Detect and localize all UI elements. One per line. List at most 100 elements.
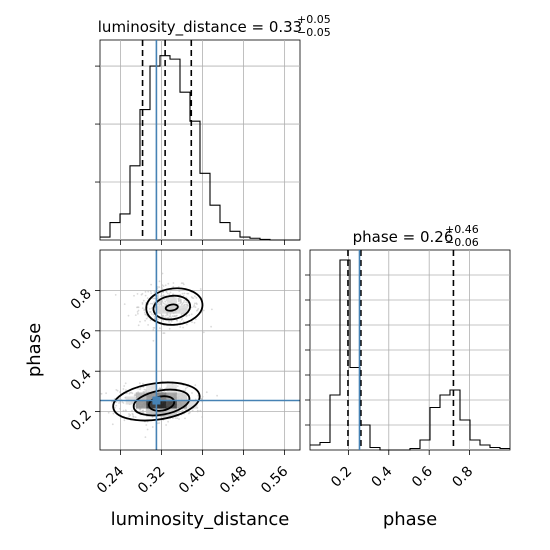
sample-point	[176, 417, 179, 420]
sample-point	[200, 398, 203, 401]
sample-point	[172, 417, 174, 420]
sample-point	[161, 284, 164, 286]
tick-label-luminosity-distance: 0.24	[94, 463, 127, 496]
histogram-step-phase	[310, 259, 510, 451]
sample-point	[119, 391, 121, 393]
contour-level	[132, 388, 191, 417]
sample-point	[186, 292, 189, 295]
tick-label-phase-x: 0.8	[449, 464, 476, 491]
tick-label-phase-x: 0.2	[328, 464, 355, 491]
sample-point	[153, 301, 156, 303]
sample-point	[141, 307, 144, 309]
sample-point	[157, 318, 160, 321]
sample-point	[152, 329, 155, 331]
sample-point	[177, 303, 180, 305]
sample-point	[179, 293, 182, 296]
sample-point	[129, 414, 132, 416]
sample-point	[144, 436, 147, 438]
sample-point	[146, 297, 149, 299]
density-cell	[166, 297, 177, 306]
sample-point	[139, 388, 141, 391]
contour-level	[152, 294, 192, 321]
sample-point	[149, 290, 152, 293]
sample-point	[114, 294, 117, 296]
tick-label-luminosity-distance: 0.56	[258, 463, 291, 496]
sample-point	[152, 339, 155, 342]
sample-point	[182, 301, 185, 304]
sample-point	[181, 409, 184, 412]
sample-point	[116, 389, 119, 392]
sample-point	[194, 306, 197, 308]
sample-point	[160, 286, 163, 289]
sample-point	[158, 286, 161, 288]
sample-point	[158, 280, 161, 283]
sample-point	[115, 404, 118, 407]
sample-point	[142, 382, 144, 385]
density-cell	[166, 384, 177, 393]
sample-point	[139, 408, 141, 411]
sample-point	[138, 382, 141, 385]
sample-point	[186, 386, 189, 388]
sample-point	[191, 392, 193, 394]
sample-point	[159, 302, 162, 305]
sample-point	[149, 311, 152, 313]
sample-point	[153, 327, 156, 329]
sample-point	[172, 282, 175, 284]
title-ld-plus: +0.05	[297, 13, 331, 26]
sample-point	[194, 318, 197, 321]
sample-point	[105, 392, 107, 395]
sample-point	[142, 411, 145, 414]
sample-point	[179, 299, 182, 302]
sample-point	[122, 388, 125, 390]
sample-point	[136, 293, 139, 295]
sample-point	[183, 292, 186, 295]
sample-point	[162, 416, 165, 419]
sample-point	[190, 313, 193, 316]
sample-point	[162, 332, 165, 334]
sample-point	[191, 409, 194, 412]
sample-point	[144, 311, 146, 314]
sample-point	[150, 292, 153, 295]
title-phase-minus: −0.06	[445, 236, 479, 249]
sample-point	[114, 406, 116, 409]
sample-point	[216, 394, 219, 397]
sample-point	[141, 292, 144, 295]
sample-point	[165, 314, 167, 317]
title-ld-value: 0.33	[269, 18, 302, 36]
contour-level	[145, 287, 204, 326]
sample-point	[136, 311, 139, 313]
sample-point	[151, 426, 154, 428]
sample-point	[170, 320, 173, 323]
sample-point	[164, 300, 167, 303]
sample-point	[122, 402, 125, 404]
sample-point	[141, 301, 144, 304]
sample-point	[136, 306, 138, 309]
histogram-step-luminosity-distance	[100, 55, 300, 241]
sample-point	[168, 315, 171, 318]
sample-point	[123, 419, 126, 422]
sample-point	[178, 296, 181, 299]
density-cell	[156, 408, 167, 417]
sample-point	[193, 321, 196, 324]
density-cell	[146, 408, 157, 417]
xlabel-phase: phase	[383, 509, 437, 530]
sample-point	[162, 320, 165, 322]
sample-point	[134, 405, 137, 408]
sample-point	[162, 314, 164, 317]
sample-point	[137, 312, 139, 315]
sample-point	[158, 304, 161, 306]
tick-label-phase-y: 0.6	[68, 326, 95, 353]
sample-point	[137, 309, 140, 312]
sample-point	[144, 290, 147, 293]
tick-label-luminosity-distance: 0.48	[217, 464, 250, 497]
sample-point	[112, 412, 115, 415]
sample-point	[182, 283, 185, 286]
sample-point	[134, 314, 137, 316]
sample-point	[177, 298, 180, 300]
sample-point	[163, 303, 166, 305]
sample-point	[131, 409, 133, 412]
sample-point	[211, 308, 213, 311]
sample-point	[133, 294, 135, 297]
sample-point	[152, 313, 155, 316]
